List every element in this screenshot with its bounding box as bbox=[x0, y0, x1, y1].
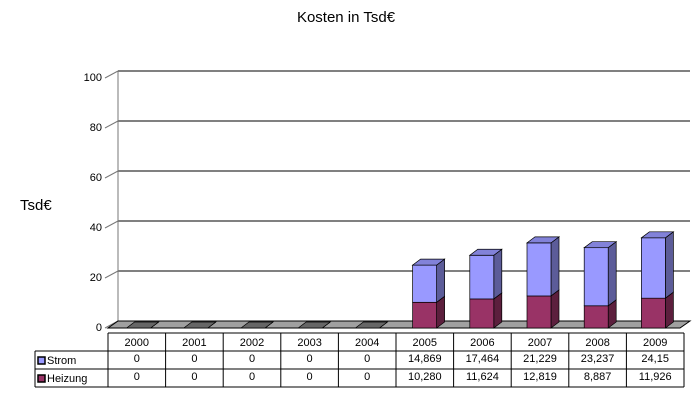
bar-top bbox=[125, 321, 160, 329]
axis-slant bbox=[104, 220, 119, 229]
value-label: 0 bbox=[134, 353, 140, 365]
value-label: 0 bbox=[249, 353, 255, 365]
bar-top bbox=[583, 241, 618, 249]
value-label: 0 bbox=[191, 353, 197, 365]
bar bbox=[469, 298, 495, 329]
bar-side bbox=[665, 231, 674, 299]
bar bbox=[412, 264, 437, 303]
value-label: 24,15 bbox=[641, 353, 669, 365]
x-tick-label: 2008 bbox=[585, 337, 609, 349]
legend-key bbox=[37, 356, 46, 365]
value-label: 0 bbox=[307, 353, 313, 365]
bar bbox=[526, 295, 552, 329]
value-label: 12,819 bbox=[523, 371, 557, 383]
y-tick-label: 0 bbox=[96, 322, 102, 334]
bar-top bbox=[297, 321, 332, 329]
bar bbox=[526, 242, 552, 297]
x-tick-label: 2003 bbox=[297, 337, 321, 349]
x-tick-label: 2002 bbox=[240, 337, 264, 349]
value-label: 14,869 bbox=[408, 353, 442, 365]
bar-top bbox=[354, 321, 389, 329]
bar-top bbox=[239, 321, 275, 329]
bar-side bbox=[550, 289, 560, 329]
legend-label: Strom bbox=[47, 355, 76, 367]
value-label: 11,624 bbox=[466, 371, 499, 383]
x-tick-label: 2001 bbox=[182, 337, 206, 349]
axis-slant bbox=[104, 70, 119, 79]
value-label: 0 bbox=[191, 371, 197, 383]
bar-side bbox=[607, 240, 617, 307]
y-tick-label: 100 bbox=[84, 72, 102, 84]
value-label: 0 bbox=[249, 371, 255, 383]
x-tick-label: 2005 bbox=[413, 337, 437, 349]
y-axis-label: Tsd€ bbox=[20, 197, 52, 214]
x-tick-label: 2004 bbox=[355, 337, 379, 349]
value-label: 0 bbox=[134, 371, 140, 383]
bar bbox=[583, 305, 609, 329]
legend-key bbox=[37, 374, 46, 383]
bar bbox=[583, 247, 609, 307]
value-label: 0 bbox=[364, 371, 370, 383]
x-tick-label: 2009 bbox=[643, 337, 667, 349]
bar-top bbox=[468, 248, 503, 256]
bar-top bbox=[640, 231, 675, 239]
value-label: 8,887 bbox=[584, 371, 612, 383]
value-label: 0 bbox=[364, 353, 370, 365]
y-tick-label: 80 bbox=[90, 122, 102, 134]
bar bbox=[469, 254, 495, 300]
bar-top bbox=[525, 236, 561, 244]
bar bbox=[412, 301, 437, 329]
bar bbox=[641, 297, 666, 329]
x-tick-label: 2006 bbox=[470, 337, 494, 349]
value-label: 11,926 bbox=[639, 371, 672, 383]
axis-slant bbox=[104, 270, 119, 279]
x-tick-label: 2007 bbox=[528, 337, 552, 349]
y-tick-label: 40 bbox=[90, 222, 102, 234]
value-label: 10,280 bbox=[408, 371, 442, 383]
value-label: 21,229 bbox=[523, 353, 557, 365]
bar-side bbox=[436, 258, 445, 303]
value-label: 23,237 bbox=[581, 353, 615, 365]
bar-side bbox=[493, 248, 503, 300]
y-tick-label: 20 bbox=[90, 272, 102, 284]
y-tick-label: 60 bbox=[90, 172, 102, 184]
bar-side bbox=[550, 236, 560, 297]
x-tick-label: 2000 bbox=[125, 337, 149, 349]
bar-top bbox=[182, 321, 217, 329]
bar bbox=[641, 237, 666, 299]
value-label: 17,464 bbox=[466, 353, 500, 365]
chart-title: Kosten in Tsd€ bbox=[297, 9, 396, 26]
value-label: 0 bbox=[307, 371, 313, 383]
axis-slant bbox=[104, 120, 119, 129]
legend-label: Heizung bbox=[47, 373, 87, 385]
axis-slant bbox=[104, 170, 119, 179]
bar-top bbox=[411, 258, 446, 266]
